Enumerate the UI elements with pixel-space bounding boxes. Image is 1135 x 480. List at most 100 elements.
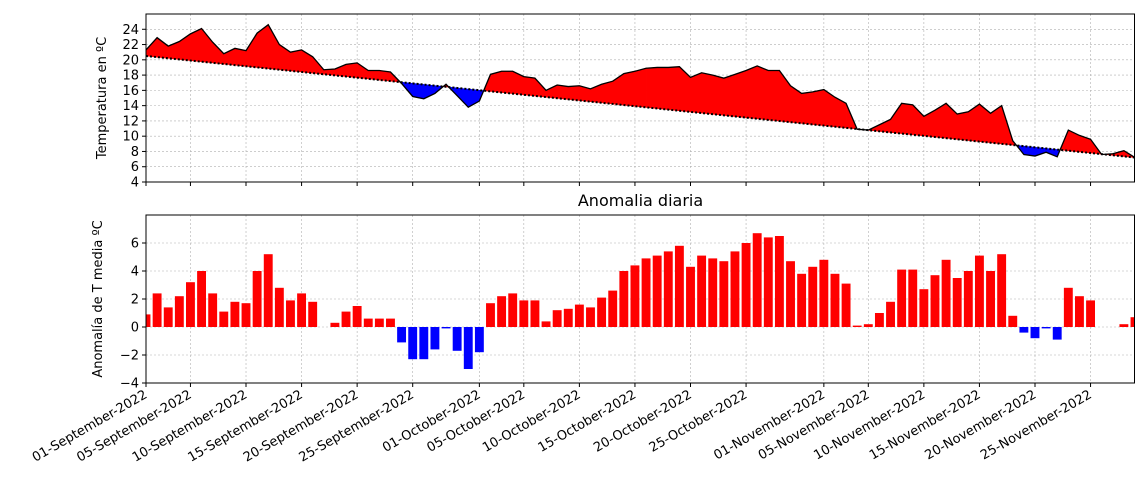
anomaly-bar xyxy=(508,293,518,327)
anomaly-bar xyxy=(897,269,907,327)
anomaly-bar xyxy=(719,261,729,327)
anomaly-bar xyxy=(1086,300,1095,327)
temperature-area-above xyxy=(234,47,247,67)
anomaly-bar xyxy=(808,266,818,327)
temperature-area-above xyxy=(634,67,647,108)
temperature-area-above xyxy=(801,91,814,125)
anomaly-bar xyxy=(219,311,229,327)
anomaly-bar xyxy=(386,318,395,327)
temperature-y-tick-label: 24 xyxy=(122,23,139,38)
anomaly-bar xyxy=(552,310,562,327)
temperature-area-above xyxy=(823,89,836,128)
temperature-area-above xyxy=(623,70,636,107)
anomaly-x-ticks: 01-September-202205-September-202210-Sep… xyxy=(30,383,1095,465)
anomaly-bar xyxy=(1019,327,1029,333)
anomaly-bar xyxy=(1030,327,1040,339)
anomaly-bar xyxy=(341,311,351,327)
anomaly-bar xyxy=(274,287,284,327)
temperature-area-above xyxy=(567,85,580,101)
anomaly-bar xyxy=(1052,327,1062,340)
temperature-area-above xyxy=(356,62,369,80)
anomaly-bar xyxy=(146,314,151,327)
anomaly-bar xyxy=(919,289,929,327)
anomaly-bar xyxy=(1008,315,1018,327)
anomaly-bar xyxy=(630,265,640,327)
x-tick-label: 10-October-2022 xyxy=(480,387,583,455)
temperature-y-tick-label: 20 xyxy=(122,53,139,68)
anomaly-bar xyxy=(1130,317,1135,327)
anomaly-y-tick-label: 0 xyxy=(131,321,139,336)
anomaly-bar xyxy=(874,313,884,327)
temperature-area-above xyxy=(267,23,280,71)
x-tick-label: 15-October-2022 xyxy=(536,387,639,455)
anomaly-bar xyxy=(486,303,495,327)
anomaly-y-tick-label: −2 xyxy=(120,349,139,364)
temperature-y-tick-label: 14 xyxy=(122,99,139,114)
anomaly-y-ticks: −4 −2 0 2 4 6 xyxy=(120,237,146,392)
temperature-area-above xyxy=(245,32,258,68)
anomaly-panel: Anomalia diaria −4 −2 0 2 4 6 01-September-20… xyxy=(30,191,1135,465)
temperature-area-above xyxy=(556,84,569,100)
temperature-area-above xyxy=(790,85,802,124)
reference-line xyxy=(145,55,1135,159)
anomaly-title: Anomalia diaria xyxy=(578,191,703,210)
anomaly-bar xyxy=(641,258,651,327)
anomaly-bar xyxy=(463,327,473,369)
anomaly-bar xyxy=(452,327,462,351)
temperature-area-above xyxy=(645,67,658,109)
anomaly-bar xyxy=(863,324,873,327)
temperature-y-tick-label: 12 xyxy=(122,114,139,129)
temperature-y-tick-label: 6 xyxy=(131,160,139,175)
temperature-x-ticks xyxy=(145,182,1092,186)
anomaly-bar xyxy=(297,293,307,327)
anomaly-bar xyxy=(174,296,184,327)
anomaly-bar xyxy=(908,269,918,327)
anomaly-bar xyxy=(819,259,829,327)
temperature-area-above xyxy=(812,89,825,126)
anomaly-bar xyxy=(686,266,695,327)
anomaly-bar xyxy=(752,233,762,327)
anomaly-y-tick-label: 4 xyxy=(131,265,139,280)
temperature-area-above xyxy=(345,62,358,79)
temperature-y-axis-label: Temperatura en ºC xyxy=(95,37,110,160)
anomaly-bar xyxy=(930,275,940,327)
temperature-area-above xyxy=(756,65,769,121)
temperature-area-above xyxy=(901,103,914,136)
anomaly-y-axis-label: Anomalía de T media ºC xyxy=(91,220,106,377)
anomaly-bar xyxy=(652,255,662,327)
anomaly-bar xyxy=(941,259,951,327)
temperature-y-tick-label: 22 xyxy=(122,38,139,53)
anomaly-bar xyxy=(330,322,340,327)
temperature-area-above xyxy=(912,104,925,137)
temperature-y-tick-label: 4 xyxy=(131,176,139,191)
temperature-y-tick-label: 8 xyxy=(131,145,139,160)
anomaly-bar xyxy=(352,306,362,327)
anomaly-bar xyxy=(974,255,984,327)
temperature-area-above xyxy=(734,70,747,118)
temperature-area-above xyxy=(156,37,169,59)
temperature-area-above xyxy=(712,74,725,116)
temperature-area-above xyxy=(956,111,969,141)
anomaly-y-tick-label: 6 xyxy=(131,237,139,252)
anomaly-bar xyxy=(397,327,407,343)
anomaly-bar xyxy=(408,327,418,360)
anomaly-bar xyxy=(230,301,240,327)
anomaly-bar xyxy=(797,273,807,327)
anomaly-bar xyxy=(530,300,540,327)
anomaly-bar xyxy=(186,282,195,327)
temperature-lines xyxy=(145,23,1135,159)
anomaly-bar xyxy=(608,290,618,327)
temperature-area-above xyxy=(679,65,691,113)
anomaly-bar xyxy=(441,327,451,329)
anomaly-bar xyxy=(663,251,673,327)
anomaly-bar xyxy=(197,271,207,327)
temperature-area-above xyxy=(656,67,669,110)
anomaly-bar xyxy=(363,318,373,327)
anomaly-bars xyxy=(146,233,1135,369)
temperature-series-line xyxy=(145,23,1135,159)
anomaly-y-tick-label: 2 xyxy=(131,293,139,308)
anomaly-bar xyxy=(774,236,784,327)
anomaly-bar xyxy=(586,307,595,327)
anomaly-bar xyxy=(1041,327,1051,329)
